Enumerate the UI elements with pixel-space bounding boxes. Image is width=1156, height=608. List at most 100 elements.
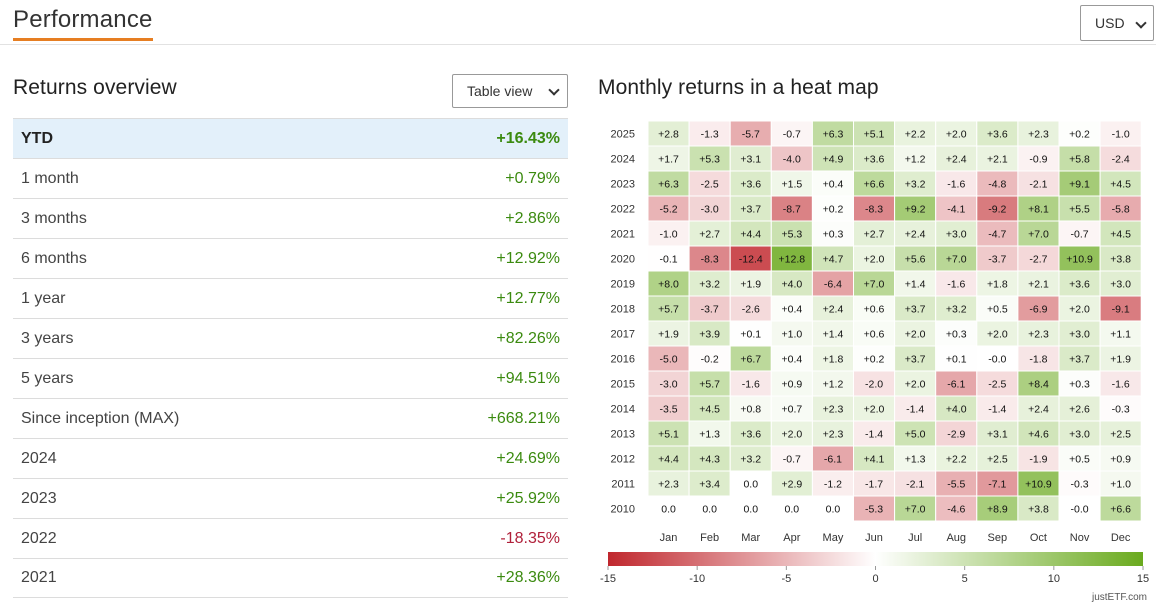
heatmap-cell-label: +0.5 bbox=[987, 304, 1008, 316]
heatmap-cell bbox=[894, 370, 937, 397]
heatmap-cell-label: -2.1 bbox=[1029, 179, 1047, 191]
heatmap-cell bbox=[935, 345, 978, 372]
heatmap-cell-label: +2.4 bbox=[1028, 404, 1049, 416]
returns-row-value: +0.79% bbox=[505, 169, 560, 187]
heatmap-cell bbox=[894, 395, 937, 422]
heatmap-cell-label: +1.2 bbox=[823, 379, 844, 391]
heatmap-cell-label: +1.3 bbox=[905, 454, 926, 466]
heatmap-cell-label: +1.0 bbox=[1110, 479, 1131, 491]
heatmap-cell-label: +3.6 bbox=[987, 129, 1008, 141]
returns-row-label: 3 years bbox=[21, 329, 74, 347]
returns-row-label: YTD bbox=[21, 129, 53, 147]
year-label: 2013 bbox=[611, 429, 635, 441]
heatmap-cell bbox=[770, 445, 813, 472]
heatmap-chart: 2025 +2.8 -1.3 -5.7 -0.7 +6.3 +5.1 +2.2 +2.0 +3.6… bbox=[600, 120, 1149, 585]
heatmap-cell bbox=[935, 370, 978, 397]
heatmap-cell-label: +2.6 bbox=[1069, 404, 1090, 416]
heatmap-cell-label: +3.7 bbox=[740, 204, 761, 216]
heatmap-cell-label: +2.5 bbox=[987, 454, 1008, 466]
returns-row-value: +16.43% bbox=[496, 129, 560, 147]
heatmap-cell bbox=[976, 320, 1019, 347]
heatmap-cell-label: +2.4 bbox=[905, 229, 926, 241]
heatmap-cell-label: +2.0 bbox=[905, 379, 926, 391]
currency-select[interactable]: USD bbox=[1080, 5, 1154, 41]
heatmap-cell bbox=[688, 270, 731, 297]
heatmap-cell-label: +5.6 bbox=[905, 254, 926, 266]
heatmap-cell bbox=[811, 295, 854, 322]
heatmap-cell-label: +0.1 bbox=[946, 354, 967, 366]
heatmap-cell bbox=[894, 420, 937, 447]
heatmap-cell-label: 0.0 bbox=[826, 504, 841, 516]
heatmap-cell-label: -0.3 bbox=[1112, 404, 1130, 416]
heatmap-cell-label: +0.4 bbox=[823, 179, 844, 191]
heatmap-cell-label: -3.7 bbox=[701, 304, 719, 316]
heatmap-cell-label: -12.4 bbox=[739, 254, 763, 266]
heatmap-cell-label: -8.7 bbox=[783, 204, 801, 216]
heatmap-cell bbox=[894, 170, 937, 197]
heatmap-cell bbox=[1058, 295, 1101, 322]
heatmap-cell-label: +2.0 bbox=[864, 254, 885, 266]
heatmap-cell bbox=[811, 170, 854, 197]
heatmap-cell bbox=[1099, 295, 1142, 322]
heatmap-cell-label: -5.5 bbox=[947, 479, 965, 491]
heatmap-cell bbox=[688, 145, 731, 172]
heatmap-cell bbox=[1099, 395, 1142, 422]
heatmap-cell-label: -1.6 bbox=[947, 179, 965, 191]
heatmap-cell-label: -9.1 bbox=[1112, 304, 1130, 316]
heatmap-cell bbox=[811, 220, 854, 247]
heatmap-cell bbox=[976, 270, 1019, 297]
returns-row-label: 1 year bbox=[21, 289, 66, 307]
heatmap-cell-label: -2.5 bbox=[701, 179, 719, 191]
heatmap-cell bbox=[935, 145, 978, 172]
month-label: Apr bbox=[783, 532, 800, 544]
color-scale-bar bbox=[608, 552, 1143, 566]
heatmap-cell bbox=[729, 370, 772, 397]
view-select[interactable]: Table view bbox=[452, 74, 568, 108]
heatmap-cell bbox=[688, 495, 731, 522]
year-label: 2016 bbox=[611, 354, 635, 366]
heatmap-cell-label: -1.7 bbox=[865, 479, 883, 491]
heatmap-cell-label: -1.6 bbox=[947, 279, 965, 291]
heatmap-cell bbox=[647, 495, 690, 522]
heatmap-cell-label: -1.2 bbox=[824, 479, 842, 491]
page-header: Performance USD bbox=[0, 0, 1156, 45]
returns-row: 2023 +25.92% bbox=[13, 478, 568, 518]
heatmap-cell-label: +9.2 bbox=[905, 204, 926, 216]
color-scale-label: -15 bbox=[600, 573, 616, 585]
returns-row-value: +12.92% bbox=[496, 249, 560, 267]
year-label: 2015 bbox=[611, 379, 635, 391]
heatmap-cell-label: -8.3 bbox=[701, 254, 719, 266]
heatmap-cell bbox=[853, 445, 896, 472]
heatmap-cell-label: -0.3 bbox=[1071, 479, 1089, 491]
returns-row-value: +2.86% bbox=[505, 209, 560, 227]
month-label: Feb bbox=[700, 532, 719, 544]
heatmap-cell-label: +10.9 bbox=[1066, 254, 1093, 266]
heatmap-cell bbox=[688, 320, 731, 347]
heatmap-cell-label: -3.0 bbox=[701, 204, 719, 216]
heatmap-cell-label: -2.7 bbox=[1029, 254, 1047, 266]
returns-row: YTD +16.43% bbox=[13, 118, 568, 158]
heatmap-cell bbox=[894, 270, 937, 297]
heatmap-cell bbox=[647, 195, 690, 222]
heatmap-cell-label: +2.2 bbox=[946, 454, 967, 466]
heatmap-cell-label: +2.3 bbox=[823, 429, 844, 441]
heatmap-cell bbox=[894, 145, 937, 172]
heatmap-cell-label: +3.9 bbox=[699, 329, 720, 341]
heatmap-cell bbox=[1017, 120, 1060, 147]
heatmap-cell-label: -5.3 bbox=[865, 504, 883, 516]
heatmap-cell-label: +8.0 bbox=[658, 279, 679, 291]
heatmap-cell-label: +2.0 bbox=[1069, 304, 1090, 316]
heatmap-cell-label: -5.0 bbox=[660, 354, 678, 366]
returns-table: YTD +16.43% 1 month +0.79% 3 months +2.86% 6 m… bbox=[13, 118, 568, 598]
returns-row-label: 5 years bbox=[21, 369, 74, 387]
heatmap-cell bbox=[1099, 470, 1142, 497]
heatmap-cell-label: -0.7 bbox=[783, 129, 801, 141]
heatmap-cell-label: +0.2 bbox=[1069, 129, 1090, 141]
heatmap-cell-label: -0.7 bbox=[783, 454, 801, 466]
year-label: 2012 bbox=[611, 454, 635, 466]
heatmap-cell bbox=[853, 120, 896, 147]
heatmap-cell-label: +0.9 bbox=[1110, 454, 1131, 466]
heatmap-cell bbox=[1099, 145, 1142, 172]
heatmap-cell-label: +3.2 bbox=[740, 454, 761, 466]
heatmap-cell-label: +4.0 bbox=[781, 279, 802, 291]
